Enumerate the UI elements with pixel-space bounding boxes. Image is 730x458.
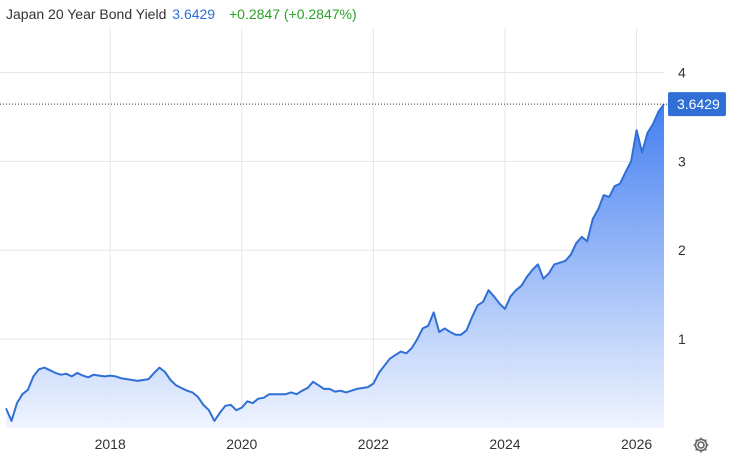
chart-title: Japan 20 Year Bond Yield xyxy=(6,6,167,22)
x-tick-label: 2018 xyxy=(95,436,126,452)
change-value: +0.2847 (+0.2847%) xyxy=(228,6,357,22)
last-value-badge-label: 3.6429 xyxy=(677,96,720,112)
y-tick-label: 3 xyxy=(678,153,686,169)
gear-icon[interactable] xyxy=(691,435,711,455)
series-area xyxy=(6,104,664,428)
y-tick-label: 4 xyxy=(678,64,686,80)
last-value-badge-box xyxy=(668,92,726,117)
y-axis: 1 2 3 4 xyxy=(678,64,686,347)
x-tick-label: 2020 xyxy=(226,436,257,452)
last-value-badge: 3.6429 xyxy=(668,92,726,117)
x-tick-label: 2026 xyxy=(621,436,652,452)
x-axis: 2018 2020 2022 2024 2026 xyxy=(95,436,653,452)
x-tick-label: 2024 xyxy=(489,436,520,452)
series-line[interactable] xyxy=(5,103,665,422)
chart-header: Japan 20 Year Bond Yield 3.6429 +0.2847 … xyxy=(6,6,357,22)
y-tick-label: 2 xyxy=(678,242,686,258)
last-value: 3.6429 xyxy=(172,6,216,22)
x-tick-label: 2022 xyxy=(358,436,389,452)
y-tick-label: 1 xyxy=(678,331,686,347)
